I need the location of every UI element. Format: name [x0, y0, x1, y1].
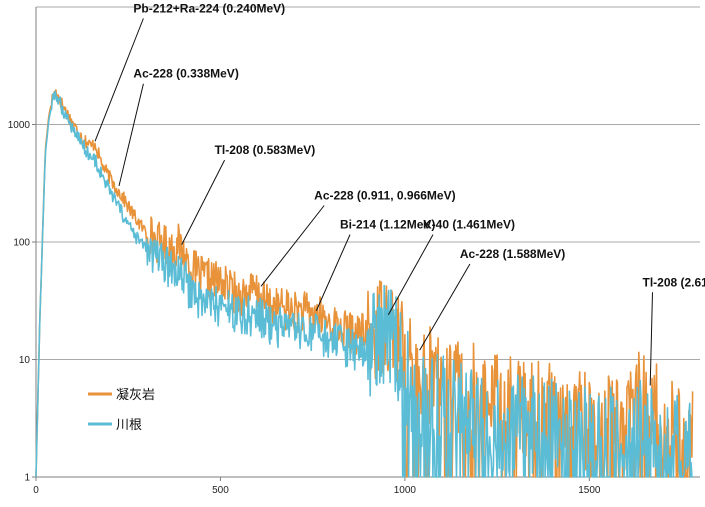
series-line-1: [35, 90, 693, 478]
y-tick-label-1: 1: [24, 473, 30, 484]
y-tick-label-100: 100: [13, 238, 30, 249]
annotation-leader-4: [315, 234, 351, 311]
annotation-layer: Pb-212+Ra-224 (0.240MeV) Ac-228 (0.338MeV…: [94, 1, 705, 386]
annotation-leader-2: [181, 159, 226, 245]
annotation-label-7: Tl-208 (2.615MeV): [642, 275, 705, 289]
annotation-label-3: Ac-228 (0.911, 0.966MeV): [314, 188, 455, 202]
y-tick-label-10: 10: [19, 355, 31, 366]
annotation-leader-0: [94, 18, 144, 142]
annotation-label-6: Ac-228 (1.588MeV): [460, 247, 565, 261]
annotation-label-0: Pb-212+Ra-224 (0.240MeV): [133, 1, 285, 15]
x-tick-label-0: 0: [33, 485, 39, 496]
annotation-leader-7: [649, 292, 653, 386]
annotation-leader-6: [419, 263, 471, 351]
x-tick-label-500: 500: [212, 485, 229, 496]
legend-label-1: 川根: [116, 417, 142, 432]
axis-layer: 1 10 100 1000 0 500 1000 1500: [8, 7, 700, 496]
annotation-label-4: Bi-214 (1.12MeV): [340, 218, 435, 232]
x-tick-label-1500: 1500: [578, 485, 601, 496]
legend-label-0: 凝灰岩: [116, 387, 155, 402]
annotation-label-5: K-40 (1.461MeV): [423, 218, 515, 232]
annotation-label-1: Ac-228 (0.338MeV): [133, 67, 238, 81]
annotation-leader-3: [260, 205, 325, 287]
annotation-label-2: Tl-208 (0.583MeV): [215, 143, 316, 157]
annotation-leader-1: [118, 83, 144, 187]
x-tick-label-1000: 1000: [394, 485, 417, 496]
series-layer: [35, 89, 694, 478]
y-tick-label-1000: 1000: [8, 120, 31, 131]
annotation-leader-5: [387, 234, 434, 316]
